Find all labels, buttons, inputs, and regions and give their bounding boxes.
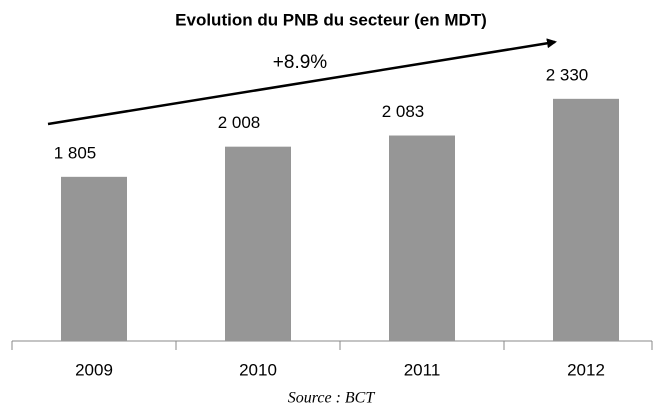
value-label: 1 805 — [54, 143, 97, 162]
source: Source : BCT — [288, 390, 376, 407]
chart-title: Evolution du PNB du secteur (en MDT) — [175, 10, 487, 29]
x-tick-label: 2012 — [567, 360, 605, 379]
value-label: 2 330 — [546, 65, 589, 84]
bar — [389, 135, 455, 341]
x-tick-label: 2009 — [75, 360, 113, 379]
bar — [553, 98, 619, 341]
x-tick-label: 2011 — [404, 360, 441, 379]
trend-arrow — [47, 38, 557, 126]
annotation: +8.9% — [273, 52, 328, 73]
value-label: 2 083 — [382, 102, 425, 121]
value-label: 2 008 — [218, 113, 261, 132]
bar — [225, 146, 291, 341]
bar — [61, 176, 127, 341]
x-tick-label: 2010 — [239, 360, 277, 379]
